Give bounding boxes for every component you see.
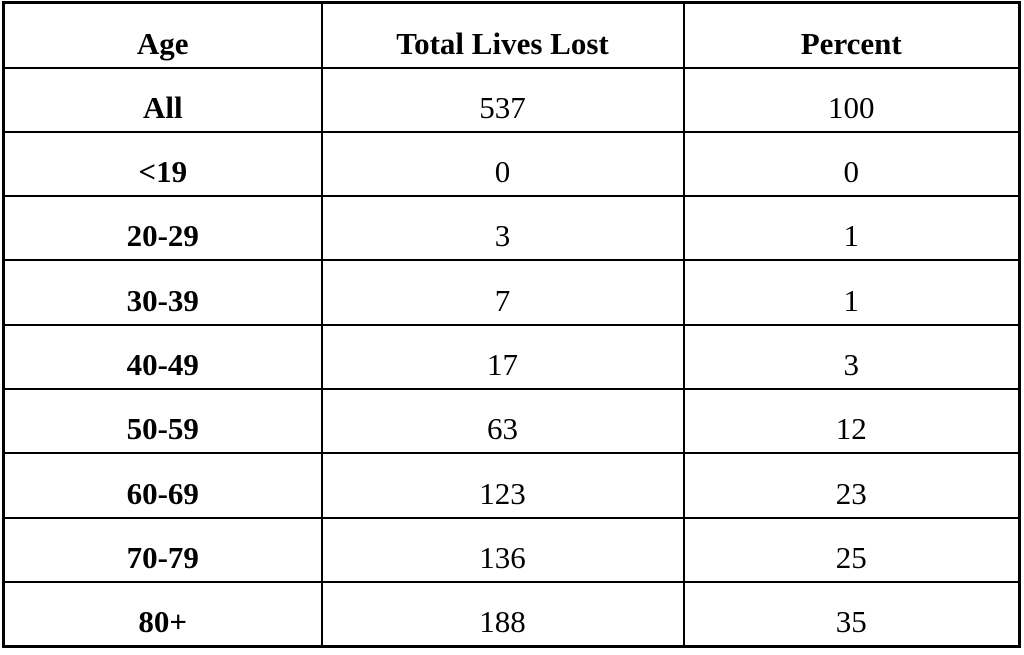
percent-cell: 1 <box>682 259 1021 326</box>
table-row: All 537 100 <box>2 66 1021 133</box>
age-cell: 50-59 <box>2 388 323 455</box>
age-cell: 80+ <box>2 581 323 648</box>
total-lives-lost-cell: 123 <box>320 452 685 519</box>
table-row: 30-39 7 1 <box>2 259 1021 326</box>
table-row: 40-49 17 3 <box>2 323 1021 391</box>
table-body: All 537 100 <19 0 0 20-29 3 1 30-39 7 1 40-49 17 3 50-5… <box>2 66 1021 648</box>
col-header-age: Age <box>2 1 323 69</box>
percent-cell: 3 <box>682 323 1021 391</box>
table-row: 60-69 123 23 <box>2 452 1021 519</box>
total-lives-lost-cell: 537 <box>320 66 685 133</box>
age-cell: 70-79 <box>2 516 323 584</box>
percent-cell: 0 <box>682 130 1021 198</box>
age-cell: <19 <box>2 130 323 198</box>
table-row: <19 0 0 <box>2 130 1021 198</box>
age-cell: 20-29 <box>2 195 323 262</box>
percent-cell: 23 <box>682 452 1021 519</box>
age-cell: 60-69 <box>2 452 323 519</box>
total-lives-lost-cell: 17 <box>320 323 685 391</box>
total-lives-lost-cell: 3 <box>320 195 685 262</box>
col-header-total-lives-lost: Total Lives Lost <box>320 1 685 69</box>
table-row: 70-79 136 25 <box>2 516 1021 584</box>
percent-cell: 1 <box>682 195 1021 262</box>
table-row: 50-59 63 12 <box>2 388 1021 455</box>
total-lives-lost-cell: 188 <box>320 581 685 648</box>
percent-cell: 25 <box>682 516 1021 584</box>
percent-cell: 35 <box>682 581 1021 648</box>
age-cell: All <box>2 66 323 133</box>
table-row: 20-29 3 1 <box>2 195 1021 262</box>
percent-cell: 100 <box>682 66 1021 133</box>
total-lives-lost-cell: 63 <box>320 388 685 455</box>
header-row: Age Total Lives Lost Percent <box>2 1 1021 69</box>
table-header: Age Total Lives Lost Percent <box>2 1 1021 69</box>
total-lives-lost-cell: 0 <box>320 130 685 198</box>
age-cell: 30-39 <box>2 259 323 326</box>
col-header-percent: Percent <box>682 1 1021 69</box>
age-cell: 40-49 <box>2 323 323 391</box>
total-lives-lost-cell: 7 <box>320 259 685 326</box>
total-lives-lost-cell: 136 <box>320 516 685 584</box>
table-row: 80+ 188 35 <box>2 581 1021 648</box>
percent-cell: 12 <box>682 388 1021 455</box>
